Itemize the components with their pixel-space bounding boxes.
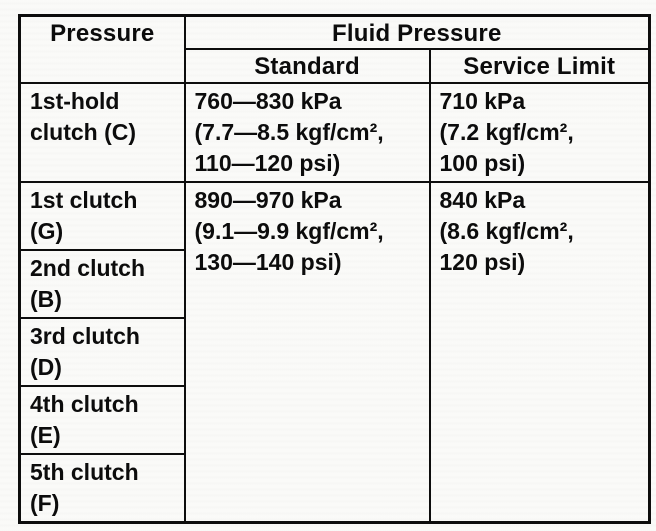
text-line: 2nd clutch — [30, 255, 146, 281]
header-row-top: Pressure Fluid Pressure — [18, 14, 651, 84]
text-line: 710 kPa — [439, 88, 526, 114]
text-line: 100 psi) — [439, 150, 526, 176]
cell-service-limit-group1: 710 kPa (7.2 kgf/cm², 100 psi) — [428, 82, 651, 183]
text-line: (8.6 kgf/cm², — [439, 218, 574, 244]
text-line: (G) — [30, 218, 64, 244]
row-1st-hold-clutch: 1st-hold clutch (C) 760—830 kPa (7.7—8.5… — [18, 82, 651, 183]
fluid-pressure-spec-table: Pressure Fluid Pressure Standard Service… — [18, 14, 651, 524]
header-service-limit: Service Limit — [428, 48, 651, 84]
header-pressure: Pressure — [18, 14, 186, 84]
row-1st-clutch: 1st clutch (G) 890—970 kPa (9.1—9.9 kgf/… — [18, 181, 651, 524]
cell-standard-group1: 760—830 kPa (7.7—8.5 kgf/cm², 110—120 ps… — [183, 82, 431, 183]
cell-label-5th-clutch: 5th clutch (F) — [18, 453, 186, 524]
header-standard: Standard — [183, 48, 431, 84]
cell-service-limit-group2: 840 kPa (8.6 kgf/cm², 120 psi) — [428, 181, 651, 524]
row-5th-clutch: 5th clutch (F) — [18, 453, 650, 524]
text-line: 890—970 kPa — [194, 187, 342, 213]
text-line: (D) — [30, 354, 62, 380]
cell-label-3rd-clutch: 3rd clutch (D) — [18, 317, 186, 387]
text-line: (E) — [30, 422, 61, 448]
cell-label-4th-clutch: 4th clutch (E) — [18, 385, 186, 455]
text-line: (7.2 kgf/cm², — [439, 119, 574, 145]
header-row-sub: Standard Service Limit — [20, 48, 651, 84]
text-line: 1st-hold — [30, 88, 120, 114]
text-line: 110—120 psi) — [194, 150, 341, 176]
text-line: 1st clutch — [30, 187, 138, 213]
cell-label-1st-clutch: 1st clutch (G) — [18, 181, 186, 251]
text-line: (F) — [30, 490, 60, 516]
text-line: clutch (C) — [30, 119, 137, 145]
row-2nd-clutch: 2nd clutch (B) — [18, 249, 650, 319]
cell-label-1st-hold-clutch: 1st-hold clutch (C) — [18, 82, 186, 183]
text-line: 4th clutch — [30, 391, 139, 417]
text-line: (7.7—8.5 kgf/cm², — [194, 119, 384, 145]
text-line: (9.1—9.9 kgf/cm², — [194, 218, 384, 244]
text-line: 130—140 psi) — [194, 249, 342, 275]
text-line: 5th clutch — [30, 459, 139, 485]
text-line: (B) — [30, 286, 62, 312]
cell-standard-group2: 890—970 kPa (9.1—9.9 kgf/cm², 130—140 ps… — [183, 181, 431, 524]
text-line: 840 kPa — [439, 187, 526, 213]
row-4th-clutch: 4th clutch (E) — [18, 385, 650, 455]
row-3rd-clutch: 3rd clutch (D) — [18, 317, 650, 387]
header-fluid-pressure: Fluid Pressure — [183, 14, 651, 50]
cell-label-2nd-clutch: 2nd clutch (B) — [18, 249, 186, 319]
text-line: 3rd clutch — [30, 323, 140, 349]
text-line: 760—830 kPa — [194, 88, 342, 114]
text-line: 120 psi) — [439, 249, 526, 275]
